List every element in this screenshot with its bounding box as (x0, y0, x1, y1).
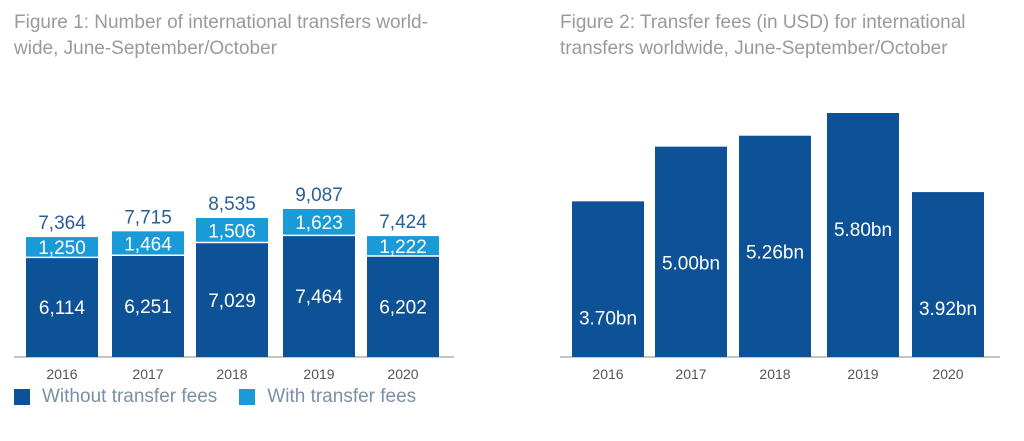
data-label-with-fees-2020: 1,222 (379, 237, 427, 258)
x-tick-label-fig1-2019: 2019 (303, 366, 334, 382)
bar-without-fees-2016 (26, 257, 98, 357)
data-label-fees-2016: 3.70bn (579, 308, 637, 329)
total-label-2017: 7,715 (124, 207, 172, 228)
bar-with-fees-2019 (283, 209, 355, 236)
bar-without-fees-2019 (283, 235, 355, 357)
figure-2-title: Figure 2: Transfer fees (in USD) for int… (560, 12, 966, 59)
legend-item-without-fees: Without transfer fees (14, 386, 217, 408)
bar-with-fees-2018 (196, 217, 268, 243)
bar-with-fees-2016 (26, 237, 98, 258)
bar-with-fees-2020 (367, 236, 439, 256)
x-tick-label-fig1-2020: 2020 (387, 366, 418, 382)
legend-swatch-dark (14, 389, 30, 405)
data-label-fees-2020: 3.92bn (919, 299, 977, 320)
total-label-2016: 7,364 (38, 213, 86, 234)
x-tick-label-fig1-2016: 2016 (46, 366, 77, 382)
data-label-without-fees-2020: 6,202 (379, 297, 427, 318)
data-label-fees-2019: 5.80bn (834, 220, 892, 241)
total-label-2018: 8,535 (208, 194, 256, 215)
legend-label-without-fees: Without transfer fees (42, 386, 218, 407)
bar-fees-2018 (739, 135, 811, 357)
x-tick-label-fig2-2018: 2018 (759, 366, 790, 382)
data-label-without-fees-2016: 6,114 (39, 298, 86, 319)
data-label-fees-2017: 5.00bn (662, 254, 720, 275)
data-label-without-fees-2017: 6,251 (124, 297, 172, 318)
bar-fees-2019 (827, 113, 899, 357)
bar-with-fees-2017 (112, 231, 184, 256)
figure-1-title: Figure 1: Number of international transf… (14, 12, 428, 59)
legend-swatch-light (239, 389, 256, 405)
x-tick-label-fig2-2016: 2016 (592, 366, 623, 382)
legend-item-with-fees: With transfer fees (239, 386, 416, 408)
legend-label-with-fees: With transfer fees (267, 386, 417, 407)
data-label-without-fees-2019: 7,464 (295, 287, 343, 308)
bar-fees-2016 (572, 201, 644, 357)
bar-fees-2017 (655, 146, 727, 357)
bar-fees-2020 (912, 192, 984, 357)
data-label-with-fees-2017: 1,464 (124, 234, 172, 255)
x-tick-label-fig1-2017: 2017 (132, 366, 163, 382)
bar-without-fees-2020 (367, 255, 439, 357)
x-tick-label-fig1-2018: 2018 (216, 366, 247, 382)
x-tick-label-fig2-2017: 2017 (675, 366, 706, 382)
x-tick-label-fig2-2020: 2020 (932, 366, 963, 382)
data-label-with-fees-2019: 1,623 (295, 213, 343, 234)
x-tick-label-fig2-2019: 2019 (847, 366, 878, 382)
data-label-fees-2018: 5.26bn (746, 243, 804, 264)
bar-without-fees-2018 (196, 242, 268, 357)
data-label-with-fees-2018: 1,506 (208, 221, 256, 242)
bar-without-fees-2017 (112, 255, 184, 357)
figure-1-legend: Without transfer fees With transfer fees (14, 385, 438, 409)
total-label-2020: 7,424 (379, 212, 427, 233)
total-label-2019: 9,087 (295, 185, 343, 206)
data-label-with-fees-2016: 1,250 (38, 238, 86, 259)
data-label-without-fees-2018: 7,029 (208, 291, 256, 312)
